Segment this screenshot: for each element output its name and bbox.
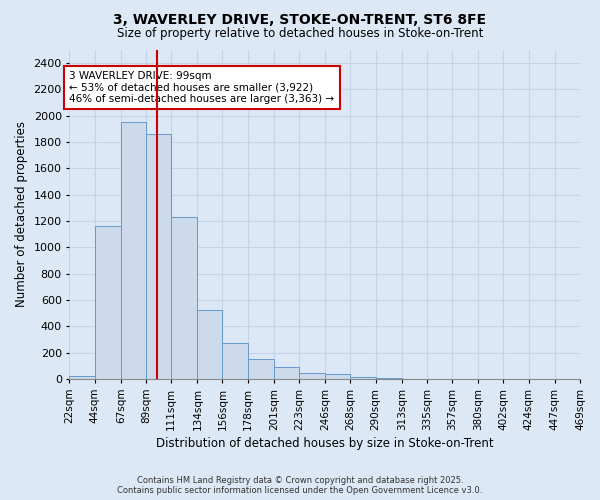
Bar xyxy=(121,122,146,379)
Bar xyxy=(376,378,402,379)
Y-axis label: Number of detached properties: Number of detached properties xyxy=(15,122,28,308)
Bar xyxy=(171,217,197,379)
Bar xyxy=(146,134,171,379)
Bar xyxy=(95,226,121,379)
Bar xyxy=(299,373,325,379)
Bar xyxy=(325,374,350,379)
Bar xyxy=(350,377,376,379)
Text: 3 WAVERLEY DRIVE: 99sqm
← 53% of detached houses are smaller (3,922)
46% of semi: 3 WAVERLEY DRIVE: 99sqm ← 53% of detache… xyxy=(70,70,335,104)
Bar xyxy=(274,367,299,379)
Bar xyxy=(197,310,223,379)
Bar xyxy=(223,342,248,379)
Text: Contains HM Land Registry data © Crown copyright and database right 2025.
Contai: Contains HM Land Registry data © Crown c… xyxy=(118,476,482,495)
Text: Size of property relative to detached houses in Stoke-on-Trent: Size of property relative to detached ho… xyxy=(117,28,483,40)
Bar xyxy=(70,376,95,379)
Text: 3, WAVERLEY DRIVE, STOKE-ON-TRENT, ST6 8FE: 3, WAVERLEY DRIVE, STOKE-ON-TRENT, ST6 8… xyxy=(113,12,487,26)
X-axis label: Distribution of detached houses by size in Stoke-on-Trent: Distribution of detached houses by size … xyxy=(156,437,494,450)
Bar xyxy=(248,359,274,379)
